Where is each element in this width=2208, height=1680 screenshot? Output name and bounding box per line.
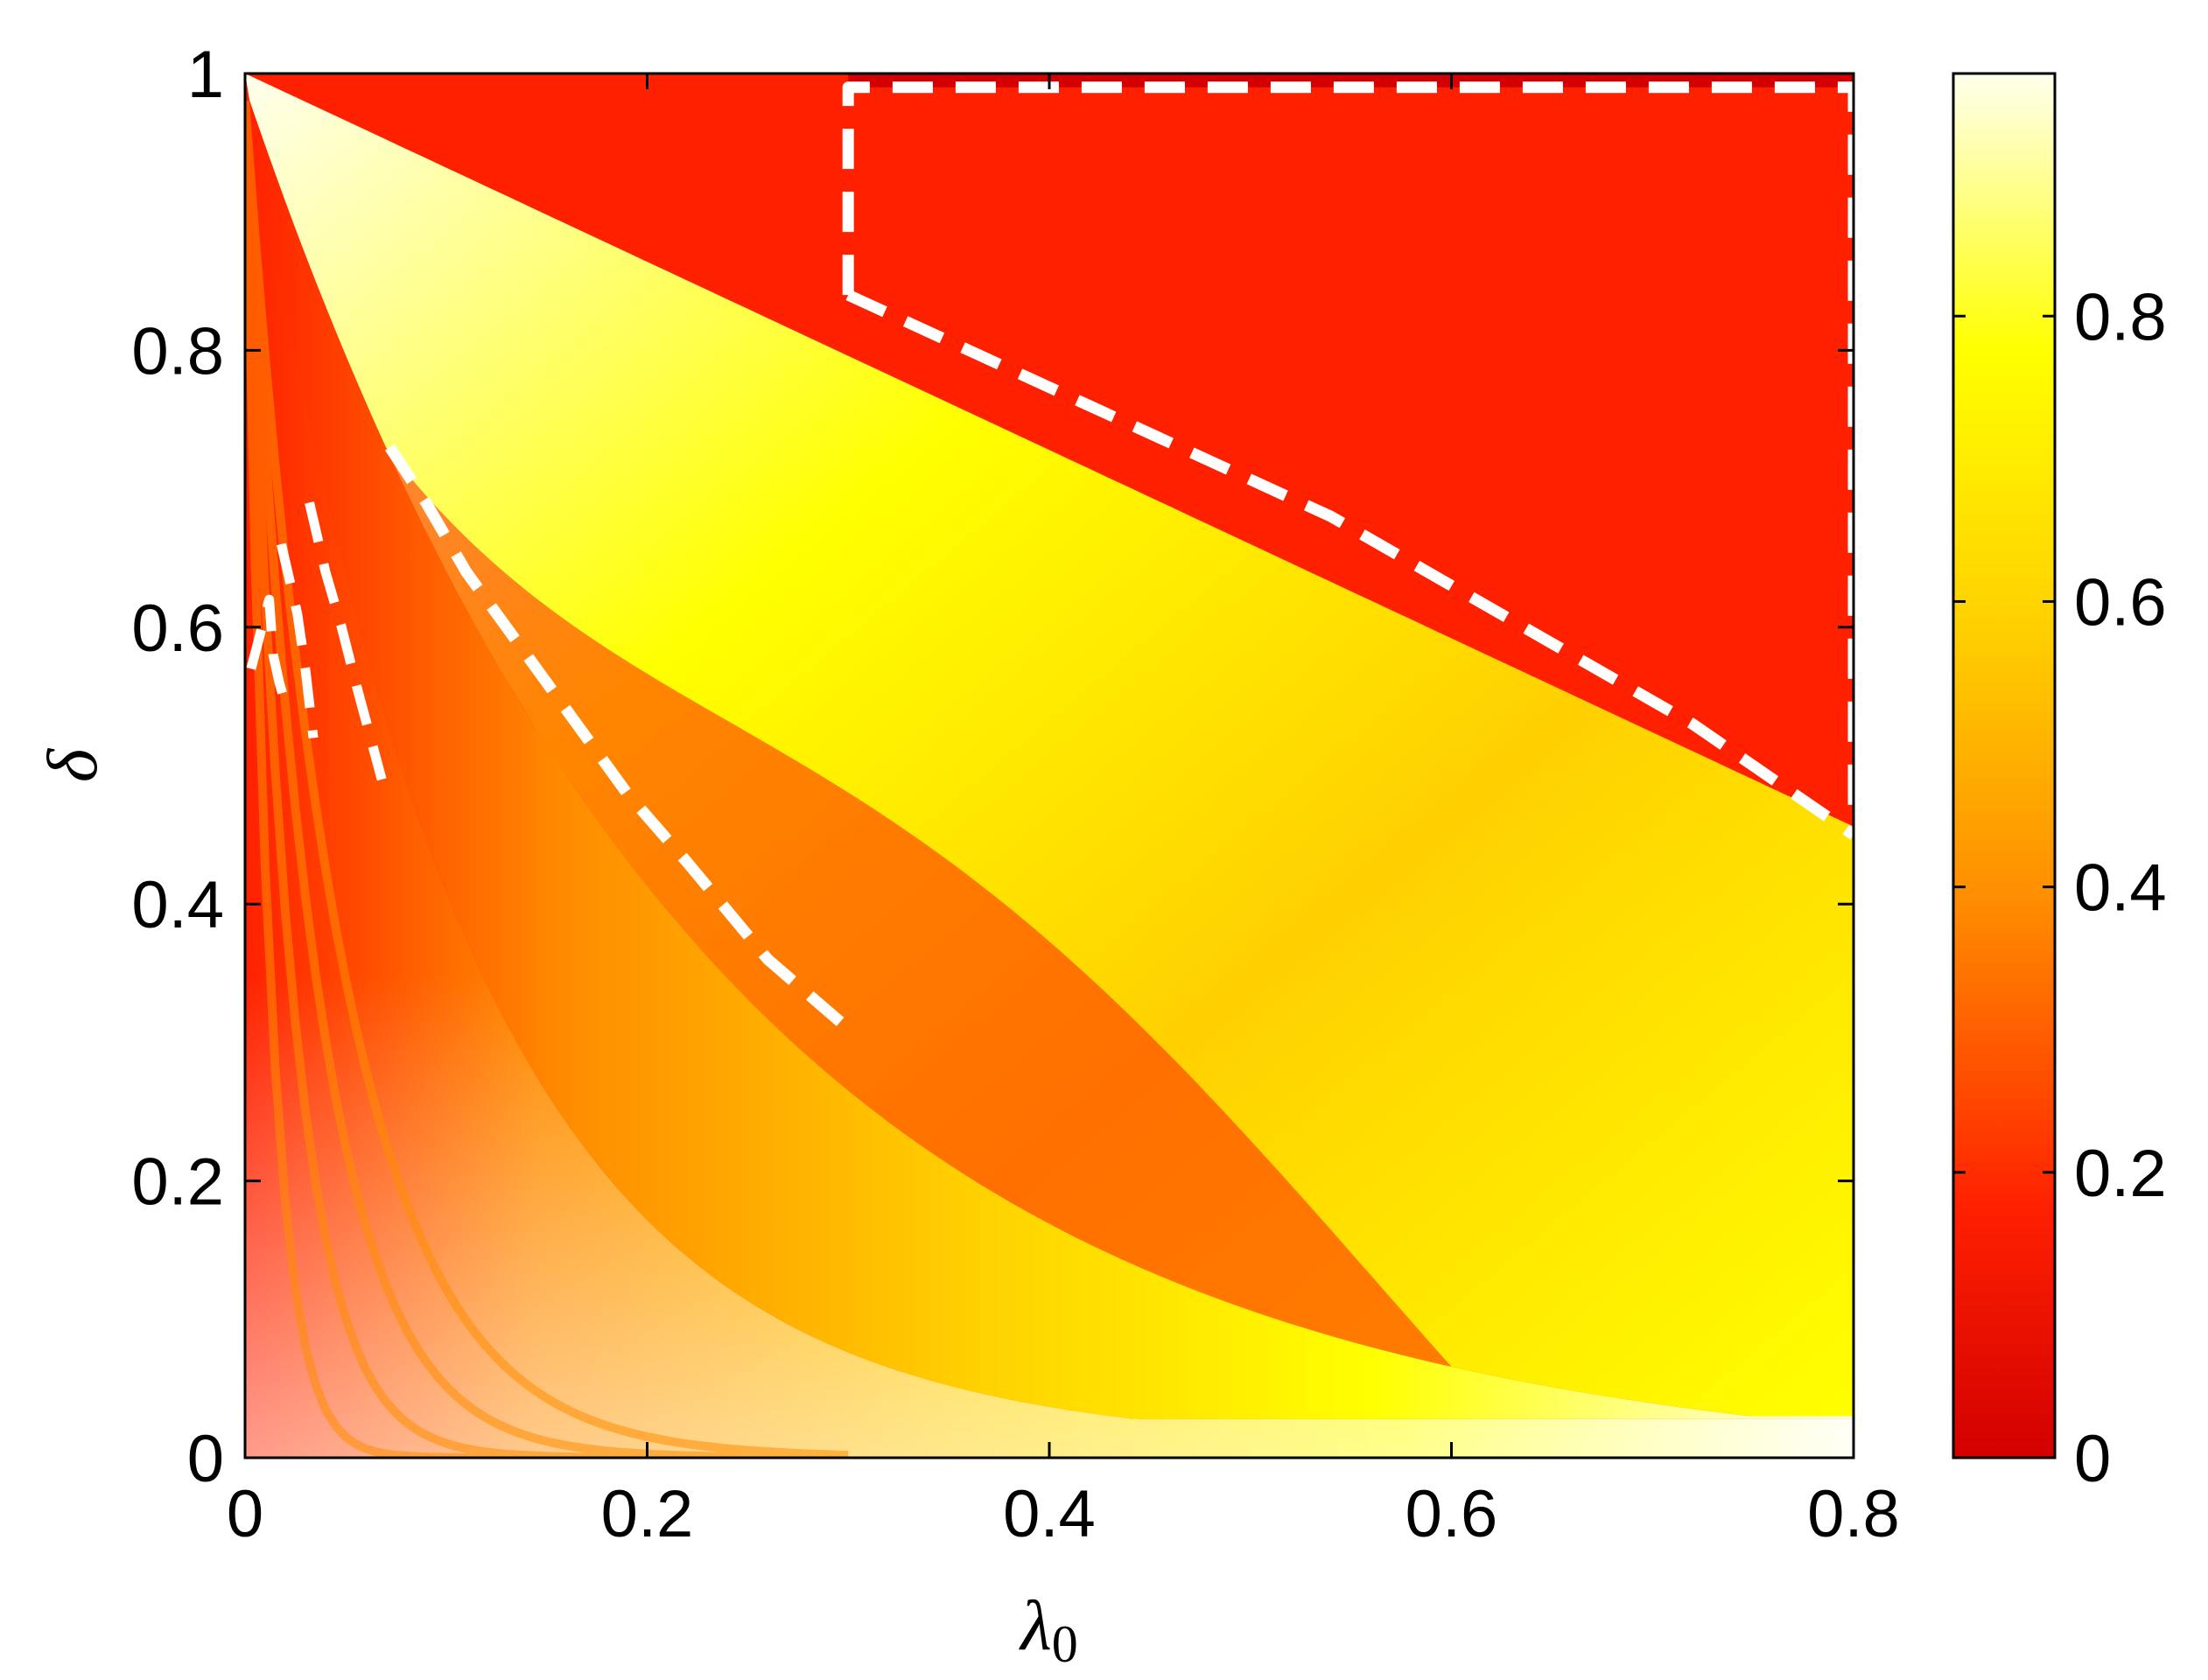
x-axis-label: λ0 (1019, 1586, 1078, 1673)
y-tick-label: 1 (187, 38, 224, 112)
y-axis-label: δ (32, 747, 112, 782)
dashed-boundary-3 (305, 501, 387, 781)
x-axis: 0 0.2 0.4 0.6 0.8 (227, 74, 1900, 1551)
valley-region (385, 447, 1452, 1367)
colorbar-tick-label: 0.8 (2074, 280, 2167, 354)
middle-band (245, 74, 1854, 1419)
dashed-boundary-5 (246, 594, 288, 698)
dashed-boundary-4 (277, 542, 319, 739)
x-tick-label: 0.8 (1807, 1477, 1900, 1551)
upper-band (245, 74, 1854, 1417)
dashed-boundary-0 (842, 81, 1854, 836)
x-tick-label: 0.2 (601, 1477, 694, 1551)
dashed-boundaries (246, 81, 1854, 1033)
plot-area (245, 74, 1854, 1458)
colorbar-tick-label: 0.2 (2074, 1137, 2167, 1211)
colorbar-tick-label: 0 (2074, 1422, 2111, 1496)
y-tick-label: 0.8 (131, 314, 224, 388)
colorbar-tick-label: 0.4 (2074, 851, 2167, 926)
dashed-boundary-2 (384, 444, 852, 1033)
left-stripes (245, 101, 849, 1458)
x-tick-label: 0 (227, 1477, 263, 1551)
colorbar-axis: 0 0.2 0.4 0.6 0.8 (1953, 280, 2167, 1496)
dashed-boundary-1 (845, 290, 1854, 840)
colorbar-tick-label: 0.6 (2074, 565, 2167, 640)
colorbar (1952, 72, 2057, 1460)
x-tick-label: 0.4 (1003, 1477, 1096, 1551)
y-tick-label: 0.4 (131, 868, 224, 942)
y-tick-label: 0 (187, 1422, 224, 1496)
y-tick-label: 0.6 (131, 592, 224, 666)
y-tick-label: 0.2 (131, 1145, 224, 1220)
x-axis-label-subscript: 0 (1052, 1615, 1078, 1673)
x-tick-label: 0.6 (1405, 1477, 1498, 1551)
y-axis: 0 0.2 0.4 0.6 0.8 1 (131, 38, 1854, 1496)
